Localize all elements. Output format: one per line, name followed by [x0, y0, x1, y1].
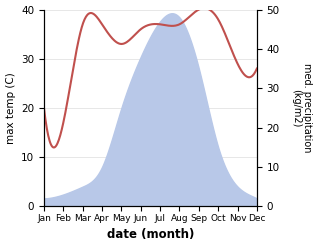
Y-axis label: med. precipitation
(kg/m2): med. precipitation (kg/m2): [291, 63, 313, 153]
Y-axis label: max temp (C): max temp (C): [5, 72, 16, 144]
X-axis label: date (month): date (month): [107, 228, 194, 242]
